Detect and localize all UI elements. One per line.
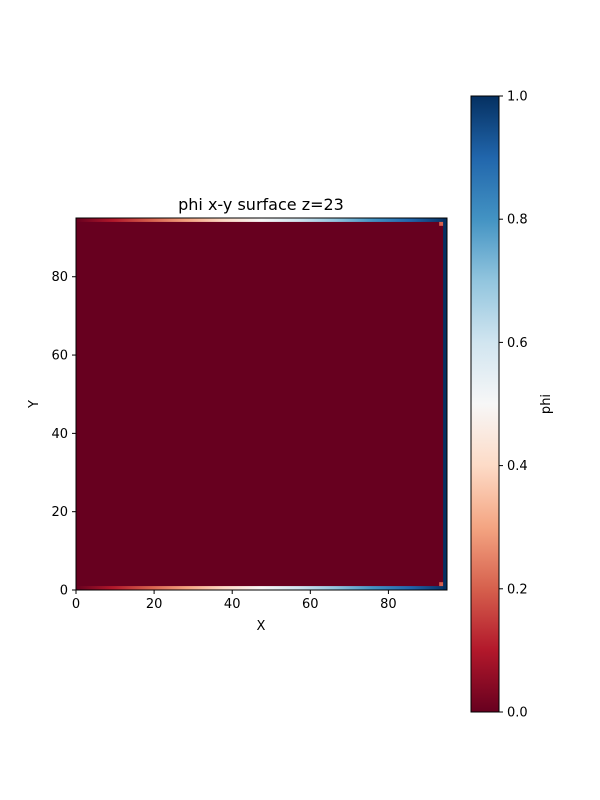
colorbar-scale xyxy=(470,95,500,713)
heatmap-plot xyxy=(75,217,448,591)
heatmap-corner-cell-top xyxy=(439,221,444,226)
colorbar-tick-label: 0.2 xyxy=(507,582,528,597)
x-tick-label: 80 xyxy=(380,597,397,612)
heatmap-corner-cell-bottom xyxy=(439,582,444,587)
heatmap-right-boundary-column xyxy=(443,218,447,590)
x-tick-label: 0 xyxy=(72,597,80,612)
y-tick-label: 40 xyxy=(51,427,68,442)
y-tick-label: 0 xyxy=(60,584,68,599)
heatmap-bottom-boundary-row xyxy=(76,586,447,590)
colorbar-label: phi xyxy=(539,394,554,414)
y-tick-label: 20 xyxy=(51,505,68,520)
x-tick-label: 20 xyxy=(146,597,163,612)
y-axis-ticks: 0 20 40 60 80 xyxy=(51,270,76,599)
x-axis-label: X xyxy=(257,619,266,634)
colorbar-ticks: 0.0 0.2 0.4 0.6 0.8 1.0 xyxy=(499,90,528,721)
chart-title: phi x-y surface z=23 xyxy=(178,195,344,214)
heatmap-top-boundary-row xyxy=(76,218,447,222)
colorbar-tick-label: 0.8 xyxy=(507,213,528,228)
x-tick-label: 40 xyxy=(224,597,241,612)
x-tick-label: 60 xyxy=(302,597,319,612)
plot-frame xyxy=(75,217,448,591)
colorbar-tick-label: 0.0 xyxy=(507,706,528,721)
colorbar: 0.0 0.2 0.4 0.6 0.8 1.0 phi xyxy=(470,90,554,721)
colorbar-tick-label: 1.0 xyxy=(507,90,528,105)
heatmap-interior xyxy=(76,218,447,590)
y-tick-label: 60 xyxy=(51,349,68,364)
colorbar-tick-label: 0.4 xyxy=(507,459,528,474)
x-axis-ticks: 0 20 40 60 80 xyxy=(72,590,397,612)
colorbar-tick-label: 0.6 xyxy=(507,336,528,351)
y-tick-label: 80 xyxy=(51,270,68,285)
y-axis-label: Y xyxy=(27,400,42,409)
